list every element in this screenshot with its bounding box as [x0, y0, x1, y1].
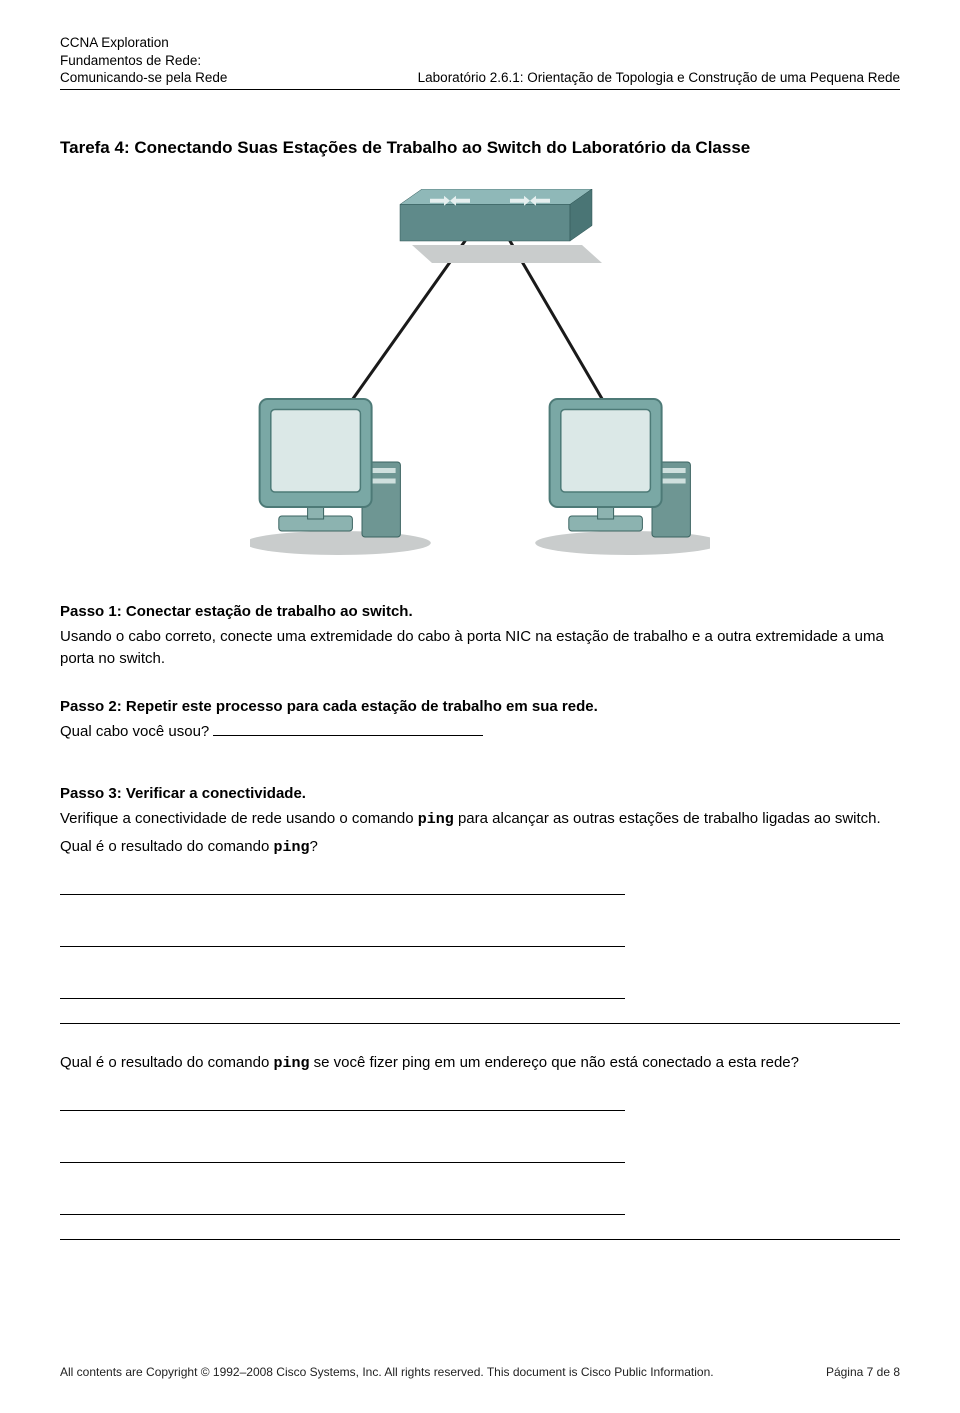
q1-blank-lines: [60, 867, 900, 999]
step1-title: Passo 1: Conectar estação de trabalho ao…: [60, 603, 900, 620]
section-title: Tarefa 4: Conectando Suas Estações de Tr…: [60, 136, 900, 160]
header-line3: Comunicando-se pela Rede: [60, 69, 227, 87]
step3-q2: Qual é o resultado do comando ping se vo…: [60, 1052, 900, 1075]
step3-q1-pre: Qual é o resultado do comando: [60, 838, 273, 855]
blank-line[interactable]: [60, 1083, 625, 1111]
blank-line[interactable]: [60, 1135, 625, 1163]
step3-q2-post: se você fizer ping em um endereço que nã…: [310, 1054, 799, 1071]
page-footer: All contents are Copyright © 1992–2008 C…: [60, 1365, 900, 1379]
step3-q1: Qual é o resultado do comando ping?: [60, 836, 900, 859]
header-right: Laboratório 2.6.1: Orientação de Topolog…: [418, 69, 900, 87]
step3-body-post: para alcançar as outras estações de trab…: [454, 810, 881, 827]
network-diagram: [60, 189, 900, 559]
step1-body: Usando o cabo correto, conecte uma extre…: [60, 626, 900, 670]
cable: [340, 241, 465, 417]
step3-title: Passo 3: Verificar a conectividade.: [60, 785, 900, 802]
pc-icon: [250, 399, 431, 555]
cable: [510, 241, 615, 421]
step3-q2-cmd: ping: [273, 1055, 309, 1072]
section-rule: [60, 1023, 900, 1024]
footer-right: Página 7 de 8: [826, 1365, 900, 1379]
step3-q1-post: ?: [310, 838, 318, 855]
switch-icon: [400, 189, 602, 263]
blank-line[interactable]: [60, 971, 625, 999]
cables: [340, 241, 615, 421]
header-left: CCNA Exploration Fundamentos de Rede: Co…: [60, 34, 227, 87]
step2-question-text: Qual cabo você usou?: [60, 723, 213, 740]
footer-left: All contents are Copyright © 1992–2008 C…: [60, 1365, 714, 1379]
step3-q1-cmd: ping: [273, 839, 309, 856]
step3-cmd1: ping: [418, 811, 454, 828]
section-rule: [60, 1239, 900, 1240]
blank-line[interactable]: [60, 1187, 625, 1215]
step3-body: Verifique a conectividade de rede usando…: [60, 808, 900, 831]
header-line1: CCNA Exploration: [60, 34, 227, 52]
step2-title: Passo 2: Repetir este processo para cada…: [60, 698, 900, 715]
pc-icon: [535, 399, 710, 555]
step2-question: Qual cabo você usou?: [60, 721, 900, 743]
step3-q2-pre: Qual é o resultado do comando: [60, 1054, 273, 1071]
topology-svg: [250, 189, 710, 559]
q2-blank-lines: [60, 1083, 900, 1215]
blank-line[interactable]: [60, 919, 625, 947]
header-line2: Fundamentos de Rede:: [60, 52, 227, 70]
step3-body-pre: Verifique a conectividade de rede usando…: [60, 810, 418, 827]
page-header: CCNA Exploration Fundamentos de Rede: Co…: [60, 34, 900, 90]
step2-blank[interactable]: [213, 721, 483, 736]
blank-line[interactable]: [60, 867, 625, 895]
